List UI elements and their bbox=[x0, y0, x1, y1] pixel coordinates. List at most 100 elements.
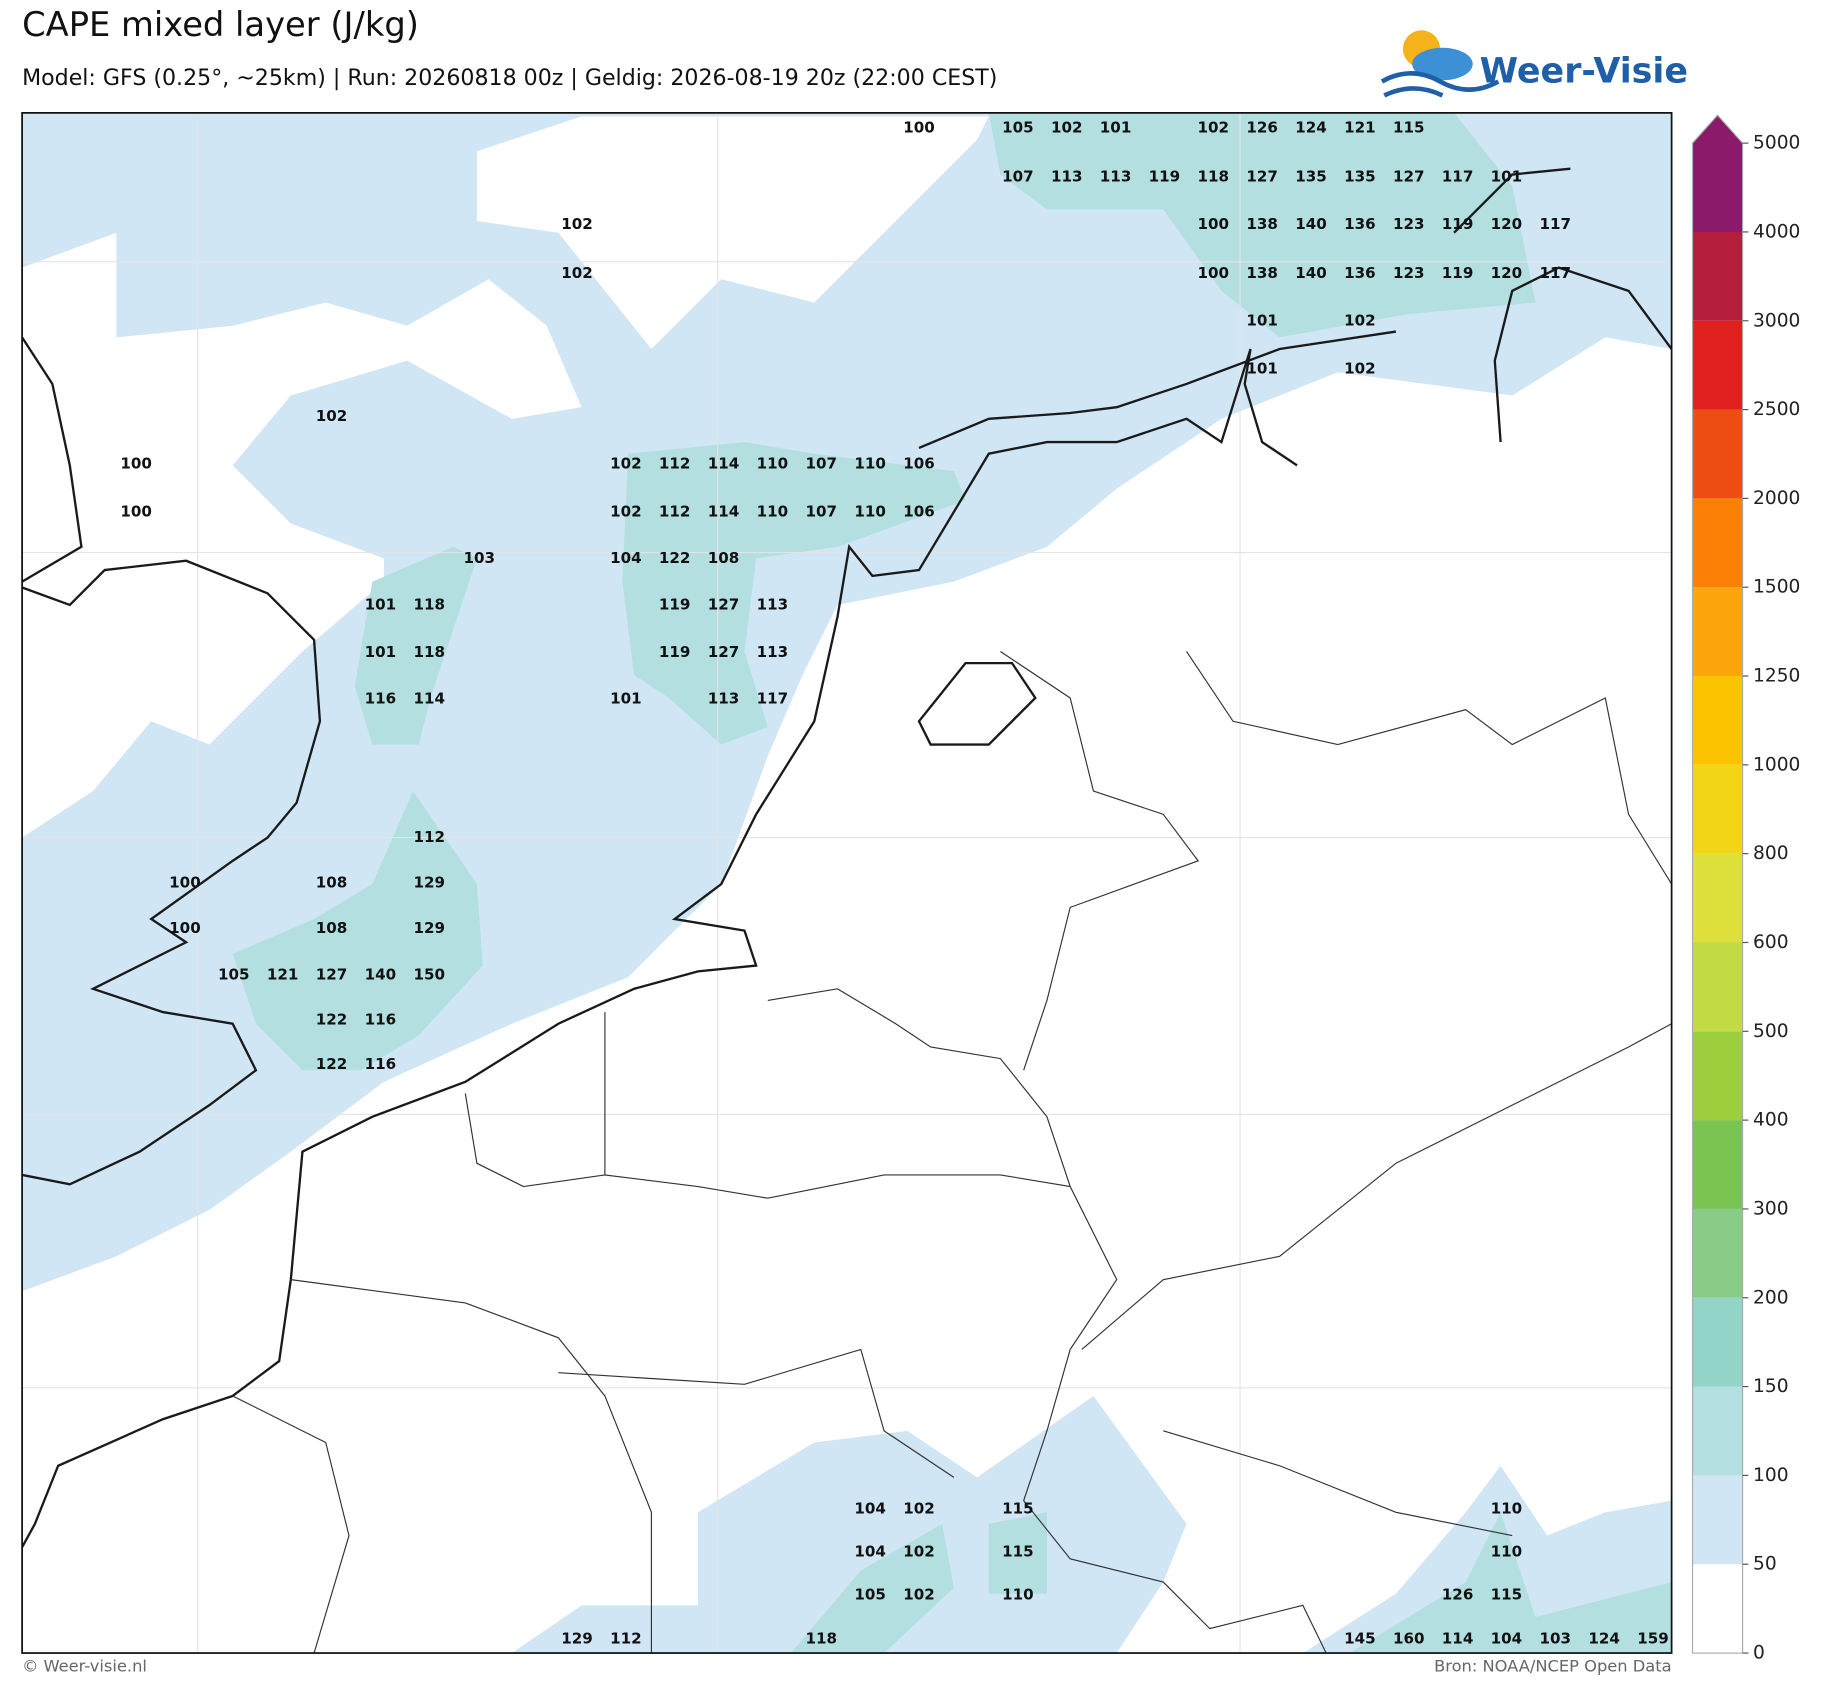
cape-label: 124 bbox=[1588, 1630, 1620, 1648]
cape-label: 118 bbox=[1198, 167, 1230, 185]
colorbar-segment bbox=[1692, 1031, 1743, 1121]
cape-label: 124 bbox=[1295, 119, 1327, 137]
cape-label: 120 bbox=[1491, 215, 1523, 233]
cape-label: 122 bbox=[316, 1011, 348, 1029]
cape-label: 103 bbox=[1540, 1630, 1572, 1648]
copyright: © Weer-visie.nl bbox=[22, 1657, 147, 1676]
cape-label: 101 bbox=[1246, 359, 1278, 377]
colorbar-segment bbox=[1692, 1475, 1743, 1565]
cape-label: 110 bbox=[1002, 1585, 1034, 1603]
cape-label: 100 bbox=[1198, 215, 1230, 233]
grid-labels: 100 105 102 101 102 126 124 121 115 107 113 113 119 1… bbox=[120, 119, 1668, 1648]
cape-label: 117 bbox=[757, 690, 789, 708]
cape-label: 115 bbox=[1002, 1542, 1034, 1560]
colorbar-tick-label: 200 bbox=[1753, 1287, 1789, 1308]
cape-label: 119 bbox=[659, 643, 691, 661]
cape-label: 100 bbox=[169, 919, 201, 937]
cape-label: 115 bbox=[1491, 1585, 1523, 1603]
colorbar-segment bbox=[1692, 853, 1743, 943]
cape-label: 101 bbox=[1100, 119, 1132, 137]
cape-label: 127 bbox=[1393, 167, 1425, 185]
cape-label: 119 bbox=[1442, 264, 1474, 282]
colorbar-tick-label: 5000 bbox=[1753, 133, 1800, 154]
cape-label: 107 bbox=[1002, 167, 1034, 185]
colorbar-segment bbox=[1692, 1208, 1743, 1298]
cape-label: 115 bbox=[1002, 1499, 1034, 1517]
cape-label: 101 bbox=[1246, 312, 1278, 330]
cape-label: 145 bbox=[1344, 1630, 1376, 1648]
colorbar-frame bbox=[1691, 114, 1744, 1654]
coastline bbox=[22, 559, 322, 1186]
cape-label: 110 bbox=[757, 455, 789, 473]
colorbar-segment bbox=[1692, 320, 1743, 410]
cape-label: 102 bbox=[1051, 119, 1083, 137]
cape-label: 160 bbox=[1393, 1630, 1425, 1648]
map-frame bbox=[21, 112, 1673, 1654]
cape-label: 140 bbox=[1295, 215, 1327, 233]
colorbar-tick-label: 800 bbox=[1753, 843, 1789, 864]
colorbar-tick-label: 3000 bbox=[1753, 310, 1800, 331]
cape-100-area bbox=[988, 112, 1536, 338]
cape-label: 104 bbox=[610, 549, 642, 567]
cape-label: 117 bbox=[1540, 264, 1572, 282]
cape-label: 112 bbox=[610, 1630, 642, 1648]
cape-label: 102 bbox=[316, 407, 348, 425]
cape-label: 140 bbox=[1295, 264, 1327, 282]
colorbar-tick-label: 4000 bbox=[1753, 221, 1800, 242]
cape-100-area bbox=[988, 1512, 1047, 1594]
cape-label: 102 bbox=[1344, 312, 1376, 330]
cape-label: 114 bbox=[708, 502, 740, 520]
cape-label: 123 bbox=[1393, 264, 1425, 282]
cape-label: 129 bbox=[561, 1630, 593, 1648]
colorbar-segment bbox=[1692, 587, 1743, 677]
cape-label: 127 bbox=[316, 965, 348, 983]
cape-label: 119 bbox=[1442, 215, 1474, 233]
colorbar-segment bbox=[1692, 498, 1743, 588]
cape-label: 110 bbox=[1491, 1499, 1523, 1517]
cape-label: 123 bbox=[1393, 215, 1425, 233]
cape-100-area bbox=[232, 791, 483, 1071]
logo-waves bbox=[1380, 71, 1500, 98]
cape-label: 101 bbox=[365, 643, 397, 661]
cape-label: 119 bbox=[659, 595, 691, 613]
cape-label: 118 bbox=[413, 643, 445, 661]
cape-label: 100 bbox=[169, 873, 201, 891]
colorbar-segment bbox=[1692, 1120, 1743, 1209]
colorbar-segment bbox=[1692, 231, 1743, 321]
subtitle: Model: GFS (0.25°, ~25km) | Run: 2026081… bbox=[22, 65, 997, 91]
cape-label: 138 bbox=[1246, 264, 1278, 282]
low-cape-gap bbox=[476, 116, 989, 350]
colorbar-segment bbox=[1692, 1297, 1743, 1387]
cape-label: 110 bbox=[854, 502, 886, 520]
cape-label: 114 bbox=[413, 690, 445, 708]
cape-label: 102 bbox=[561, 264, 593, 282]
cape-label: 112 bbox=[413, 828, 445, 846]
colorbar-tick-label: 1000 bbox=[1753, 754, 1800, 775]
cape-label: 159 bbox=[1637, 1630, 1669, 1648]
cape-label: 150 bbox=[413, 965, 445, 983]
cape-label: 117 bbox=[1442, 167, 1474, 185]
colorbar-segment bbox=[1692, 676, 1743, 765]
cape-label: 118 bbox=[413, 595, 445, 613]
cape-label: 113 bbox=[757, 643, 789, 661]
colorbar-segment bbox=[1692, 942, 1743, 1032]
cape-label: 102 bbox=[903, 1542, 935, 1560]
cape-label: 100 bbox=[120, 455, 152, 473]
cape-label: 100 bbox=[903, 119, 935, 137]
colorbar-segment bbox=[1692, 115, 1743, 232]
logo: Weer-Visie bbox=[1380, 30, 1688, 98]
logo-text: Weer-Visie bbox=[1480, 52, 1688, 92]
colorbar-tick-label: 50 bbox=[1753, 1554, 1777, 1575]
logo-cloud bbox=[1412, 47, 1473, 81]
cape-label: 110 bbox=[757, 502, 789, 520]
cape-label: 102 bbox=[610, 455, 642, 473]
cape-label: 140 bbox=[365, 965, 397, 983]
cape-100-area bbox=[354, 546, 477, 745]
colorbar-tick-label: 2500 bbox=[1753, 399, 1800, 420]
cape-label: 129 bbox=[413, 919, 445, 937]
coastline bbox=[22, 348, 1298, 1548]
colorbar-segment bbox=[1692, 764, 1743, 854]
cape-label: 129 bbox=[413, 873, 445, 891]
cape-label: 114 bbox=[1442, 1630, 1474, 1648]
cape-label: 107 bbox=[805, 502, 837, 520]
